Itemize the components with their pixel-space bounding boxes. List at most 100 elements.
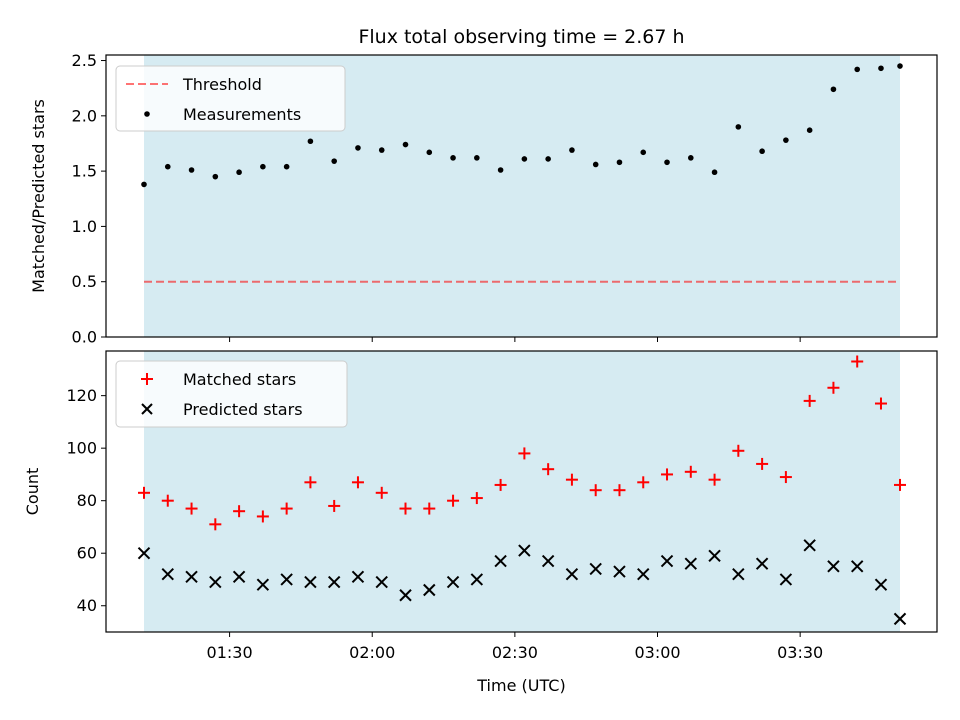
- measurement-point: [854, 66, 861, 73]
- measurement-point: [474, 155, 480, 161]
- y-tick-label: 2.0: [72, 106, 97, 125]
- predicted-star-point: [827, 560, 840, 573]
- matched-star-point: [894, 478, 906, 491]
- legend-measurements-swatch: [144, 111, 150, 117]
- matched-star-point: [756, 457, 769, 470]
- measurement-point: [806, 127, 813, 133]
- matched-star-point: [470, 492, 483, 505]
- measurement-points: [141, 63, 903, 188]
- matched-star-point: [637, 476, 650, 489]
- matched-star-point: [661, 468, 674, 481]
- measurement-point: [735, 124, 742, 130]
- bottom-x-ticks: 01:30 02:00 02:30 03:00 03:30: [207, 632, 823, 662]
- measurement-point: [497, 167, 504, 173]
- predicted-star-point: [280, 573, 293, 586]
- top-axes-frame: [105, 54, 938, 338]
- x-tick-label: 01:30: [207, 643, 253, 662]
- measurement-point: [260, 163, 266, 170]
- predicted-star-point: [351, 570, 365, 584]
- bottom-axes-frame: [105, 350, 938, 633]
- measurement-point: [307, 138, 314, 145]
- matched-stars-points: [138, 355, 906, 531]
- predicted-star-point: [684, 557, 697, 570]
- predicted-star-point: [423, 583, 436, 597]
- matched-star-point: [280, 502, 293, 515]
- top-panel: 0.0 0.5 1.0 1.5 2.0 2.5 Flux total observing …: [29, 26, 938, 347]
- y-tick-label: 80: [77, 491, 97, 510]
- chart-title: Flux total observing time = 2.67 h: [358, 26, 684, 48]
- predicted-star-point: [613, 565, 626, 578]
- predicted-star-point: [185, 570, 198, 584]
- predicted-star-point: [541, 554, 555, 568]
- predicted-star-point: [232, 570, 246, 584]
- top-y-ticks: 0.0 0.5 1.0 1.5 2.0 2.5: [72, 51, 106, 347]
- x-tick-label: 03:00: [634, 643, 680, 662]
- matched-star-point: [399, 502, 412, 515]
- predicted-star-point: [256, 578, 270, 591]
- measurement-point: [664, 159, 670, 166]
- measurement-point: [355, 145, 361, 151]
- bottom-legend-box: [115, 360, 348, 428]
- measurement-point: [521, 156, 528, 162]
- predicted-star-point: [518, 544, 531, 557]
- measurement-point: [759, 148, 765, 155]
- matched-star-point: [589, 484, 602, 497]
- predicted-star-point: [209, 575, 222, 589]
- legend-matched-swatch: [141, 373, 153, 385]
- predicted-star-point: [399, 589, 412, 602]
- x-tick-label: 02:00: [349, 643, 395, 662]
- matched-star-point: [233, 505, 246, 518]
- predicted-star-point: [161, 568, 174, 581]
- measurement-point: [592, 161, 599, 168]
- measurement-point: [640, 149, 647, 156]
- matched-star-point: [779, 471, 792, 484]
- measurement-point: [402, 141, 409, 148]
- measurement-point: [830, 86, 837, 93]
- measurement-point: [450, 155, 456, 161]
- matched-star-point: [304, 476, 317, 489]
- matched-star-point: [423, 502, 436, 515]
- y-tick-label: 40: [77, 596, 97, 615]
- y-tick-label: 0.0: [72, 328, 97, 347]
- bottom-panel: 40 60 80 100 120 01:30 02:00 02:30 03:00 03:30 T…: [23, 350, 938, 695]
- measurement-point: [212, 173, 219, 180]
- x-axis-label: Time (UTC): [476, 676, 565, 695]
- matched-star-point: [328, 499, 341, 512]
- measurement-point: [616, 159, 623, 166]
- bottom-y-axis-label: Count: [23, 468, 42, 516]
- matched-star-point: [684, 465, 697, 478]
- predicted-star-point: [755, 557, 769, 570]
- legend-matched-label: Matched stars: [183, 370, 296, 389]
- matched-star-point: [138, 486, 150, 499]
- y-tick-label: 120: [66, 386, 97, 405]
- y-tick-label: 100: [66, 439, 97, 458]
- matched-star-point: [542, 463, 555, 476]
- matched-star-point: [803, 394, 816, 407]
- predicted-star-point: [874, 578, 888, 591]
- predicted-star-point: [137, 547, 151, 560]
- matched-star-point: [494, 478, 507, 491]
- predicted-star-point: [327, 575, 341, 589]
- measurement-point: [569, 147, 575, 153]
- top-legend: Threshold Measurements: [115, 65, 346, 132]
- predicted-star-point: [304, 575, 317, 589]
- matched-star-point: [874, 397, 887, 410]
- matched-star-point: [447, 494, 460, 507]
- y-tick-label: 1.0: [72, 217, 97, 236]
- measurement-point: [283, 163, 290, 170]
- matched-star-point: [613, 484, 626, 497]
- matched-star-point: [708, 473, 721, 486]
- predicted-star-point: [660, 554, 674, 568]
- y-tick-label: 2.5: [72, 51, 97, 70]
- legend-predicted-label: Predicted stars: [183, 400, 303, 419]
- top-y-axis-label: Matched/Predicted stars: [29, 99, 48, 293]
- measurement-point: [545, 156, 551, 162]
- matched-star-point: [518, 447, 531, 460]
- measurement-point: [141, 181, 147, 188]
- y-tick-label: 1.5: [72, 162, 97, 181]
- predicted-star-point: [779, 573, 793, 586]
- measurement-point: [164, 163, 171, 170]
- predicted-star-point: [851, 560, 864, 573]
- y-tick-label: 60: [77, 544, 97, 563]
